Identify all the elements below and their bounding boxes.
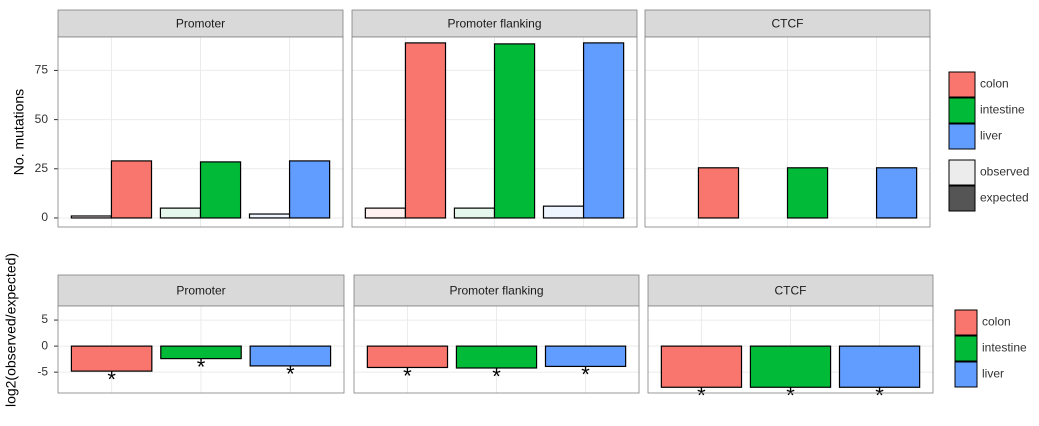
bar	[455, 345, 538, 369]
strip	[647, 274, 934, 307]
strip	[644, 9, 931, 38]
legend-label: expected	[980, 191, 1029, 205]
legend-key	[948, 71, 976, 98]
bar	[366, 345, 449, 369]
bar	[838, 345, 921, 388]
strip	[351, 9, 638, 38]
panel-border	[647, 305, 934, 394]
bar	[288, 160, 331, 219]
strip-title: Promoter	[176, 284, 225, 298]
legend-label: colon	[980, 77, 1009, 91]
strip-title: CTCF	[775, 284, 807, 298]
y-tick-label: 75	[35, 63, 49, 77]
y-tick-label: 5	[41, 312, 48, 326]
panel-border	[57, 36, 344, 228]
legend-label: intestine	[980, 103, 1025, 117]
y-tick-label: -5	[37, 364, 48, 378]
strip-title: Promoter	[176, 17, 225, 31]
significance-label: *	[286, 362, 295, 387]
strip-title: Promoter flanking	[449, 284, 543, 298]
bar	[249, 345, 332, 367]
significance-label: *	[581, 362, 590, 387]
significance-label: *	[197, 354, 206, 379]
bar	[493, 43, 536, 219]
bar	[697, 167, 740, 219]
significance-label: *	[786, 383, 795, 408]
bar	[159, 207, 202, 219]
bar	[404, 42, 447, 219]
panel-border	[57, 305, 345, 394]
legend-label: liver	[980, 129, 1002, 143]
y-tick-label: 0	[41, 338, 48, 352]
legend-label: observed	[980, 165, 1029, 179]
strip	[353, 274, 640, 307]
legend-key	[954, 335, 978, 362]
significance-label: *	[875, 383, 884, 408]
significance-label: *	[697, 383, 706, 408]
significance-label: *	[492, 364, 501, 389]
bar	[660, 345, 743, 388]
y-tick-label: 50	[35, 112, 49, 126]
bar	[582, 42, 625, 219]
bar	[544, 345, 627, 368]
panel-border	[353, 305, 640, 394]
panel-border	[351, 36, 638, 228]
legend-key	[948, 97, 976, 124]
significance-label: *	[107, 367, 116, 392]
bar	[70, 345, 153, 372]
strip	[57, 274, 345, 307]
y-axis-title: log2(observed/expected)	[3, 253, 19, 407]
bar	[749, 345, 832, 388]
bar	[875, 167, 918, 219]
bar	[160, 345, 242, 360]
legend-key	[954, 309, 978, 336]
legend-key	[948, 185, 976, 212]
legend-key	[948, 123, 976, 150]
legend-label: intestine	[982, 341, 1027, 355]
strip	[57, 9, 344, 38]
bar	[248, 213, 291, 219]
legend-key	[948, 159, 976, 186]
strip-title: CTCF	[772, 17, 804, 31]
bar	[110, 160, 153, 219]
bar	[70, 215, 113, 219]
y-axis-title: No. mutations	[11, 89, 27, 175]
bar	[786, 167, 829, 219]
bar	[364, 207, 407, 219]
significance-label: *	[403, 363, 412, 388]
strip-title: Promoter flanking	[447, 17, 541, 31]
bar	[199, 161, 242, 219]
y-tick-label: 0	[41, 210, 48, 224]
legend-label: colon	[982, 315, 1011, 329]
legend-label: liver	[982, 367, 1004, 381]
bar	[542, 205, 585, 219]
legend-key	[954, 361, 978, 388]
bar	[453, 207, 496, 219]
y-tick-label: 25	[35, 161, 49, 175]
panel-border	[644, 36, 931, 228]
